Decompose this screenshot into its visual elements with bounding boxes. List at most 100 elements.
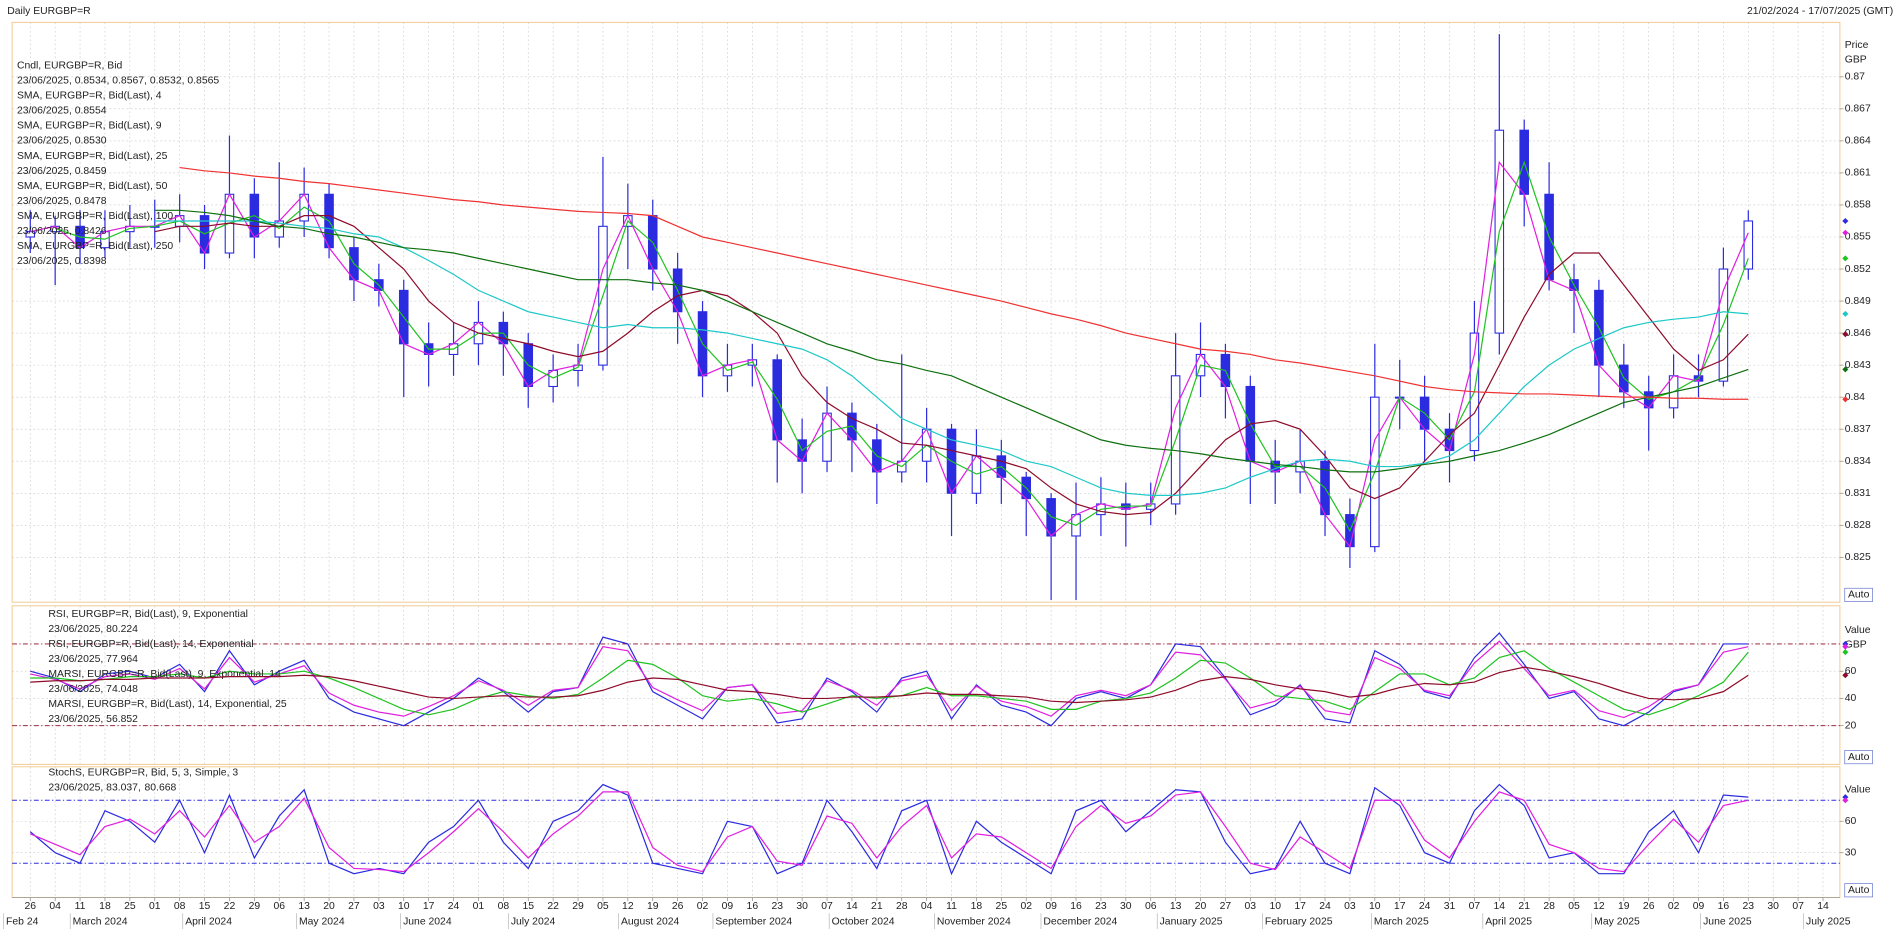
legend-label: SMA, EURGBP=R, Bid(Last), 9 [17,121,162,132]
legend-value: 23/06/2025, 0.8398 [17,256,107,267]
month-label: July 2024 [511,916,556,927]
legend-value: 23/06/2025, 74.048 [48,684,138,695]
x-tick-label: 14 [1494,901,1506,912]
x-tick-label: 14 [1817,901,1829,912]
month-label: June 2024 [403,916,452,927]
x-tick-label: 17 [1294,901,1306,912]
y-tick-label: 0.825 [1845,552,1871,563]
legend-label: MARSI, EURGBP=R, Bid(Last), 14, Exponent… [48,699,286,710]
x-tick-label: 24 [448,901,460,912]
month-label: March 2024 [73,916,128,927]
x-tick-label: 03 [1344,901,1356,912]
x-tick-label: 16 [747,901,759,912]
axis-unit-label: GBP [1845,639,1867,650]
legend-value: 23/06/2025, 0.8459 [17,166,107,177]
x-tick-label: 18 [971,901,983,912]
x-tick-label: 20 [323,901,335,912]
x-tick-label: 13 [1170,901,1182,912]
x-tick-label: 29 [249,901,261,912]
y-tick-label: 0.858 [1845,200,1871,211]
x-tick-label: 28 [1543,901,1555,912]
y-tick-label: 0.846 [1845,328,1871,339]
legend-value: 23/06/2025, 80.224 [48,624,138,635]
legend-value: 23/06/2025, 0.8426 [17,226,107,237]
auto-button-label[interactable]: Auto [1848,752,1870,763]
legend-value: 23/06/2025, 77.964 [48,654,138,665]
axis-unit-label: Value [1845,625,1871,636]
x-tick-label: 10 [1269,901,1281,912]
legend-label: SMA, EURGBP=R, Bid(Last), 25 [17,151,168,162]
last-value-marker [1842,331,1849,338]
x-tick-label: 03 [373,901,385,912]
x-tick-label: 07 [821,901,833,912]
legend-value: 23/06/2025, 83.037, [48,783,140,794]
y-tick-label: 0.861 [1845,168,1871,179]
auto-button [1844,883,1873,898]
x-tick-label: 23 [1743,901,1755,912]
last-value-marker [1842,396,1849,403]
x-tick-label: 28 [896,901,908,912]
x-tick-label: 05 [1568,901,1580,912]
month-label: September 2024 [715,916,792,927]
x-tick-label: 21 [1518,901,1530,912]
legend-label: SMA, EURGBP=R, Bid(Last), 250 [17,241,173,252]
legend-value: 23/06/2025, 0.8534, 0.8567, 0.8532, 0.85… [17,76,219,87]
x-tick-label: 12 [622,901,634,912]
legend-label: RSI, EURGBP=R, Bid(Last), 9, Exponential [48,609,248,620]
month-label: March 2025 [1374,916,1429,927]
x-tick-label: 22 [547,901,559,912]
x-tick-label: 06 [1145,901,1157,912]
x-tick-label: 03 [1245,901,1257,912]
month-label: October 2024 [832,916,895,927]
x-tick-label: 16 [1718,901,1730,912]
y-tick-label: 0.843 [1845,360,1871,371]
candle-body [1743,220,1754,270]
x-tick-label: 22 [224,901,236,912]
legend-label: Cndl, EURGBP=R, Bid [17,61,123,72]
x-tick-label: 24 [1419,901,1431,912]
x-tick-label: 08 [498,901,510,912]
last-value-marker [1842,643,1849,650]
last-value-marker [1842,797,1849,804]
x-tick-label: 14 [846,901,858,912]
series-line [30,640,1749,719]
x-tick-label: 01 [473,901,485,912]
x-tick-label: 23 [1095,901,1107,912]
auto-button-label[interactable]: Auto [1848,885,1870,896]
month-label: July 2025 [1806,916,1851,927]
legend-value: 23/06/2025, 0.8478 [17,196,107,207]
x-tick-label: 16 [1070,901,1082,912]
month-label: November 2024 [937,916,1011,927]
panel [11,605,1841,765]
panel [11,21,1841,603]
x-tick-label: 19 [1618,901,1630,912]
series-line [30,650,1749,716]
x-tick-label: 29 [572,901,584,912]
x-tick-label: 10 [1369,901,1381,912]
month-label: June 2025 [1703,916,1752,927]
panel [11,766,1841,899]
month-label: April 2025 [1485,916,1532,927]
x-tick-label: 24 [1319,901,1331,912]
legend-value: 23/06/2025, 0.8530 [17,136,107,147]
series-line [29,783,1749,876]
x-tick-label: 07 [1469,901,1481,912]
y-tick-label: 0.831 [1845,488,1871,499]
legend-label: RSI, EURGBP=R, Bid(Last), 14, Exponentia… [48,639,253,650]
x-tick-label: 06 [273,901,285,912]
chart-title: Daily EURGBP=R [7,6,91,17]
auto-button-label[interactable]: Auto [1848,590,1870,601]
x-tick-label: 21 [871,901,883,912]
month-label: April 2024 [185,916,232,927]
auto-button [1844,750,1873,765]
last-value-marker [1842,649,1849,656]
y-tick-label: 0.828 [1845,520,1871,531]
x-tick-label: 17 [423,901,435,912]
y-tick-label: 0.852 [1845,264,1871,275]
legend-value: 23/06/2025, 0.8554 [17,106,107,117]
y-tick-label: 0.867 [1845,104,1871,115]
x-tick-label: 11 [946,901,957,912]
y-tick-label: 0.834 [1845,456,1871,467]
month-label: February 2025 [1265,916,1333,927]
x-tick-label: 02 [697,901,709,912]
